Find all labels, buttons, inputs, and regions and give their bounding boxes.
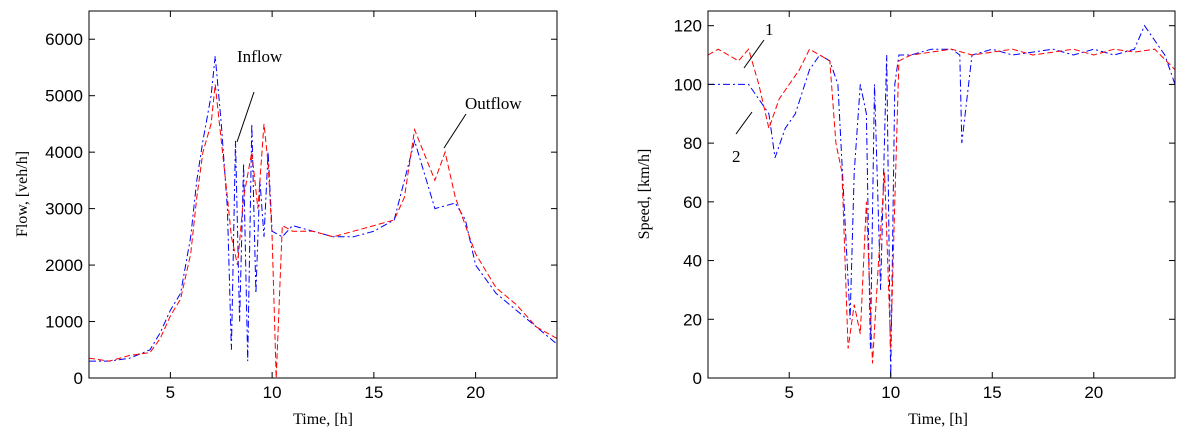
flow-y-axis-label: Flow, [veh/h] bbox=[14, 151, 31, 237]
flow-y-tick-label: 3000 bbox=[45, 200, 83, 219]
speed-y-tick-label: 100 bbox=[674, 75, 702, 94]
flow-y-tick-label: 0 bbox=[74, 369, 83, 388]
flow-x-tick-label: 10 bbox=[263, 383, 282, 402]
flow-x-tick-label: 5 bbox=[166, 383, 175, 402]
speed-x-tick-label: 10 bbox=[881, 383, 900, 402]
flow-plot-frame bbox=[88, 10, 558, 379]
speed-y-tick-label: 20 bbox=[683, 310, 702, 329]
flow-chart: 5 10 15 20 0 1000 2000 3000 4000 5000 6000 Time, [… bbox=[14, 10, 558, 428]
speed-y-tick-label: 60 bbox=[683, 193, 702, 212]
speed-y-tick-label: 0 bbox=[693, 369, 702, 388]
flow-ticks: 5 10 15 20 0 1000 2000 3000 4000 5000 6000 bbox=[45, 11, 557, 402]
speed-x-tick-label: 15 bbox=[983, 383, 1002, 402]
speed-x-axis-label: Time, [h] bbox=[908, 411, 968, 428]
speed-plot-frame bbox=[707, 10, 1176, 379]
speed-series-line-1 bbox=[708, 24, 1176, 379]
speed-y-axis-label: Speed, [km/h] bbox=[636, 149, 653, 240]
speed-x-tick-label: 20 bbox=[1084, 383, 1103, 402]
speed-series-line-2 bbox=[707, 48, 1176, 364]
speed-series-group bbox=[707, 24, 1176, 379]
speed-y-tick-label: 120 bbox=[674, 17, 702, 36]
flow-y-tick-label: 1000 bbox=[45, 313, 83, 332]
annotation-series-2: 2 bbox=[732, 147, 741, 166]
flow-y-tick-label: 4000 bbox=[45, 143, 83, 162]
flow-x-tick-label: 15 bbox=[364, 383, 383, 402]
speed-x-tick-label: 5 bbox=[784, 383, 793, 402]
speed-y-tick-label: 40 bbox=[683, 252, 702, 271]
flow-series-group bbox=[88, 56, 558, 379]
flow-y-tick-label: 2000 bbox=[45, 256, 83, 275]
flow-x-axis-label: Time, [h] bbox=[293, 411, 353, 428]
annotation-series-1-pointer bbox=[743, 39, 765, 69]
annotation-outflow-pointer bbox=[443, 113, 467, 149]
annotation-series-1: 1 bbox=[765, 20, 774, 39]
annotation-series-2-pointer bbox=[735, 111, 753, 135]
annotation-inflow-pointer bbox=[236, 91, 255, 143]
flow-y-tick-label: 6000 bbox=[45, 30, 83, 49]
speed-ticks: 5 10 15 20 0 20 40 60 80 100 120 bbox=[674, 11, 1175, 402]
speed-y-tick-label: 80 bbox=[683, 134, 702, 153]
flow-x-tick-label: 20 bbox=[466, 383, 485, 402]
flow-series-line-1 bbox=[89, 56, 558, 362]
speed-chart: 5 10 15 20 0 20 40 60 80 100 120 Time, [h] Speed, … bbox=[636, 10, 1176, 428]
flow-series-line-2 bbox=[88, 84, 558, 379]
annotation-inflow: Inflow bbox=[237, 47, 283, 66]
flow-y-tick-label: 5000 bbox=[45, 87, 83, 106]
annotation-outflow: Outflow bbox=[465, 94, 522, 113]
